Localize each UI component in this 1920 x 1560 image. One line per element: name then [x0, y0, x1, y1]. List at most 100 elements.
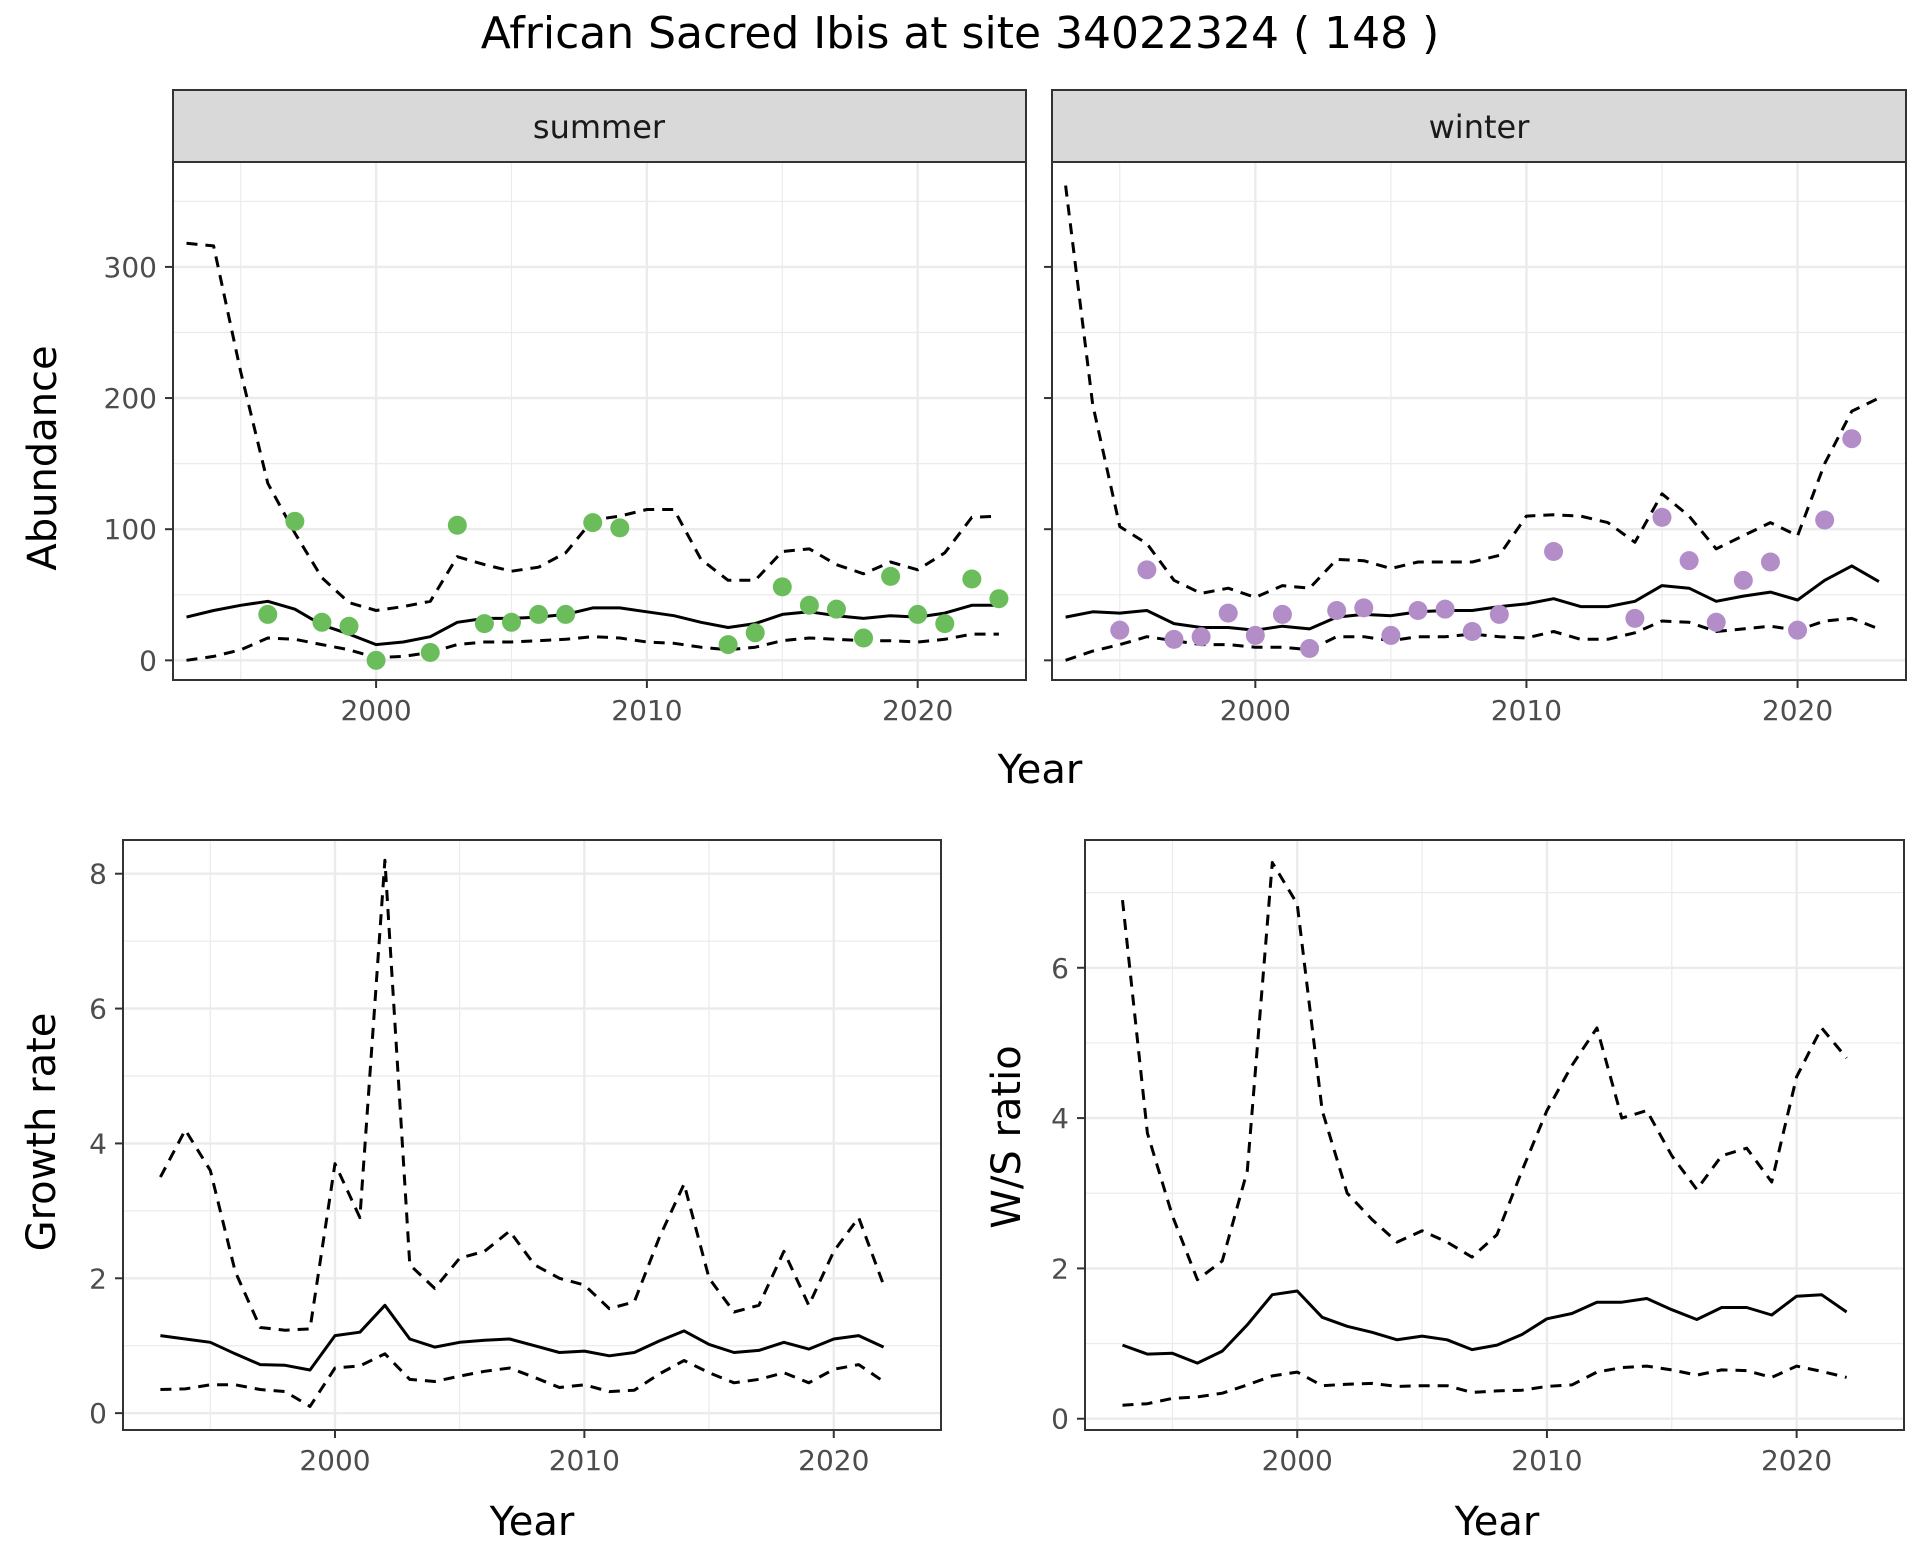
observed-point: [962, 569, 982, 589]
lower-line: [1122, 1364, 1847, 1407]
observed-point: [1625, 608, 1645, 628]
x-tick-label: 2010: [549, 1444, 620, 1477]
observed-point: [1462, 621, 1482, 641]
winter-strip-label: winter: [1429, 108, 1531, 146]
observed-point: [908, 604, 928, 624]
observed-point: [312, 612, 332, 632]
observed-point: [556, 604, 576, 624]
observed-point: [1137, 560, 1157, 580]
observed-point: [1327, 600, 1347, 620]
observed-point: [1733, 570, 1753, 590]
observed-point: [1191, 627, 1211, 647]
observed-point: [501, 612, 521, 632]
x-tick-label: 2000: [1262, 1444, 1333, 1477]
winter-plot-frame: [1051, 161, 1907, 681]
y-tick-label: 200: [104, 382, 157, 415]
observed-point: [1110, 620, 1130, 640]
growth-rate-panel: 2000 2010 2020 0 2 4 6 8: [89, 839, 942, 1477]
y-tick-label: 0: [139, 644, 157, 677]
observed-point: [1245, 625, 1265, 645]
x-tick-label: 2020: [882, 694, 953, 727]
observed-point: [529, 604, 549, 624]
x-tick-label: 2020: [798, 1444, 869, 1477]
growth-plot-frame: [122, 839, 942, 1431]
observed-point: [1760, 552, 1780, 572]
observed-point: [745, 623, 765, 643]
ratio-y-axis-title: W/S ratio: [984, 1045, 1030, 1228]
lower-line: [160, 1352, 885, 1408]
y-tick-label: 100: [104, 513, 157, 546]
observed-point: [285, 511, 305, 531]
x-tick-label: 2020: [1761, 1444, 1832, 1477]
upper-line: [159, 858, 886, 1332]
observed-point: [935, 614, 955, 634]
observed-point: [447, 515, 467, 535]
observed-point: [1706, 612, 1726, 632]
observed-point: [1408, 600, 1428, 620]
y-tick-label: 0: [89, 1397, 107, 1430]
ws-ratio-panel: 2000 2010 2020 0 2 4 6: [1051, 839, 1905, 1477]
x-tick-label: 2010: [1511, 1444, 1582, 1477]
summer-strip: [172, 89, 1027, 163]
y-tick-label: 0: [1051, 1403, 1069, 1436]
y-tick-label: 6: [1051, 952, 1069, 985]
observed-point: [1544, 541, 1564, 561]
observed-point: [1381, 625, 1401, 645]
winter-panel: winter 2000 2010 2020: [1044, 89, 1907, 727]
y-tick-label: 300: [104, 251, 157, 284]
summer-plot-frame: [172, 161, 1027, 681]
observed-point: [1815, 510, 1835, 530]
observed-point: [1679, 551, 1699, 571]
observed-point: [772, 577, 792, 597]
x-tick-label: 2010: [611, 694, 682, 727]
observed-point: [1489, 604, 1509, 624]
summer-strip-label: summer: [533, 108, 666, 146]
x-tick-label: 2020: [1762, 694, 1833, 727]
observed-point: [1435, 599, 1455, 619]
summer-panel: summer 2000 2010 2020 0 100 200 300: [104, 89, 1027, 727]
y-tick-label: 8: [89, 858, 107, 891]
observed-point: [1218, 603, 1238, 623]
growth-x-axis-title: Year: [489, 1499, 575, 1545]
observed-point: [1842, 429, 1862, 449]
upper-line: [1121, 861, 1848, 1282]
observed-point: [826, 599, 846, 619]
y-tick-label: 2: [89, 1262, 107, 1295]
observed-point: [610, 518, 630, 538]
observed-point: [881, 566, 901, 586]
y-tick-label: 2: [1051, 1252, 1069, 1285]
x-tick-label: 2010: [1491, 694, 1562, 727]
observed-point: [339, 616, 359, 636]
y-tick-label: 6: [89, 993, 107, 1026]
ratio-x-axis-title: Year: [1454, 1499, 1540, 1545]
upper-line: [1064, 185, 1880, 599]
x-tick-label: 2000: [299, 1444, 370, 1477]
observed-point: [1164, 629, 1184, 649]
observed-point: [1354, 598, 1374, 618]
x-tick-label: 2000: [340, 694, 411, 727]
observed-point: [1272, 604, 1292, 624]
observed-point: [366, 650, 386, 670]
observed-point: [989, 589, 1009, 609]
observed-point: [1652, 507, 1672, 527]
growth-y-axis-title: Growth rate: [19, 1013, 65, 1252]
observed-point: [1300, 639, 1320, 659]
x-tick-label: 2000: [1220, 694, 1291, 727]
winter-strip: [1051, 89, 1907, 163]
top-y-axis-title: Abundance: [20, 345, 66, 570]
observed-point: [258, 604, 278, 624]
observed-point: [718, 635, 738, 655]
observed-point: [474, 614, 494, 634]
observed-point: [583, 513, 603, 533]
observed-point: [854, 628, 874, 648]
estimate-line: [1121, 1289, 1848, 1365]
y-tick-label: 4: [1051, 1102, 1069, 1135]
observed-point: [799, 595, 819, 615]
figure-title: African Sacred Ibis at site 34022324 ( 1…: [481, 8, 1439, 59]
top-x-axis-title: Year: [997, 747, 1083, 793]
estimate-line: [160, 1303, 885, 1372]
y-tick-label: 4: [89, 1127, 107, 1160]
observed-point: [1788, 620, 1808, 640]
observed-point: [420, 642, 440, 662]
